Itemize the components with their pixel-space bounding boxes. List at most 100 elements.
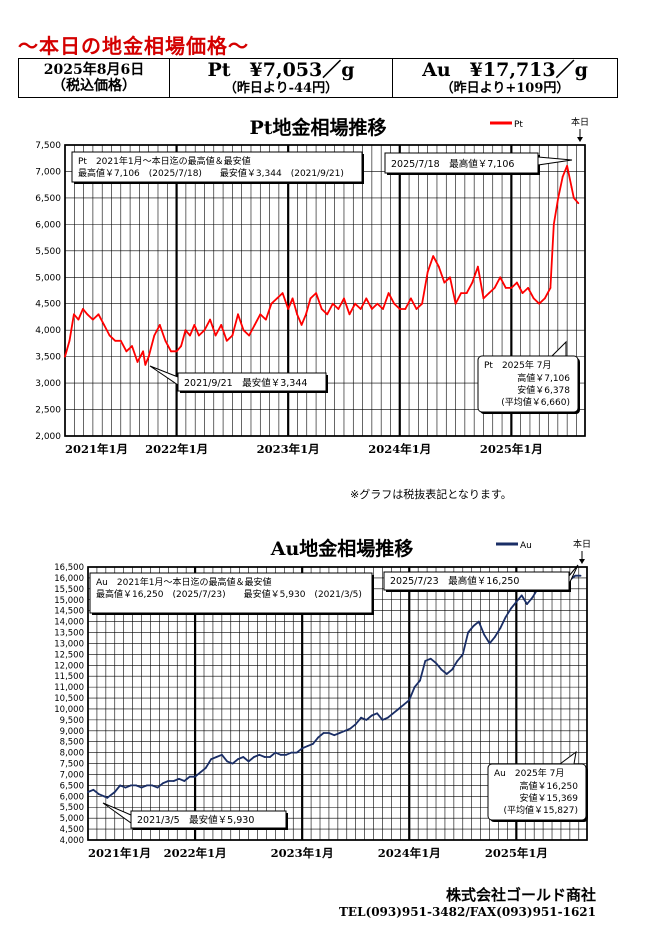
au-data-point bbox=[306, 745, 309, 747]
pt-data-point bbox=[510, 286, 513, 289]
pt-data-point bbox=[359, 308, 362, 310]
au-data-point bbox=[215, 756, 218, 758]
au-data-point bbox=[285, 753, 288, 756]
pt-data-point bbox=[320, 308, 323, 310]
au-data-point bbox=[263, 756, 266, 758]
pt-month-box-pointer bbox=[550, 340, 567, 357]
au-data-point bbox=[301, 747, 304, 750]
pt-data-point bbox=[281, 292, 284, 295]
au-y-tick-label: 13,500 bbox=[54, 629, 84, 639]
au-y-tick-label: 14,500 bbox=[54, 607, 84, 617]
au-price-cell: Au ¥17,713／g （昨日より+109円） bbox=[392, 58, 618, 98]
au-today-label: 本日 bbox=[573, 538, 591, 550]
au-data-point bbox=[151, 784, 154, 787]
pt-data-point bbox=[552, 223, 555, 226]
pt-data-point bbox=[144, 363, 147, 366]
au-data-point bbox=[402, 703, 405, 706]
au-data-point bbox=[440, 668, 443, 671]
pt-data-point bbox=[164, 339, 167, 342]
au-data-point bbox=[419, 679, 421, 682]
au-plot-border bbox=[87, 566, 588, 841]
tax-note-text: ※グラフは税抜表記となります。 bbox=[350, 488, 512, 501]
au-data-point bbox=[456, 660, 459, 662]
pt-data-point bbox=[315, 292, 317, 295]
au-y-tick-label: 6,000 bbox=[60, 792, 84, 802]
pt-data-point bbox=[387, 292, 390, 295]
pt-data-point bbox=[577, 202, 580, 205]
au-data-point bbox=[269, 756, 271, 758]
pt-info-line1: Pt 2021年1月～本日迄の最高値＆最安値 bbox=[78, 155, 251, 167]
pt-data-point bbox=[404, 308, 407, 310]
pt-data-point bbox=[220, 323, 223, 326]
au-y-tick-label: 8,000 bbox=[60, 749, 84, 759]
pt-data-point bbox=[86, 313, 89, 316]
au-x-tick-label: 2024年1月 bbox=[378, 846, 441, 860]
pt-data-point bbox=[91, 318, 94, 321]
au-data-point bbox=[162, 782, 164, 785]
pt-y-tick-label: 2,500 bbox=[35, 406, 61, 416]
au-data-point bbox=[279, 753, 282, 756]
au-month-box-title: Au 2025年 7月 bbox=[494, 767, 564, 779]
pt-data-point bbox=[214, 334, 217, 337]
pt-data-point bbox=[570, 186, 573, 189]
pt-data-point bbox=[296, 313, 299, 316]
au-data-point bbox=[504, 616, 507, 619]
pt-y-tick-label: 4,000 bbox=[35, 326, 61, 336]
pt-data-point bbox=[287, 308, 290, 310]
pt-x-tick-label: 2023年1月 bbox=[257, 442, 320, 456]
au-month-box bbox=[487, 763, 587, 821]
au-data-point bbox=[226, 760, 229, 763]
au-info-line2: 最高値￥16,250 (2025/7/23) 最安値￥5,930 (2021/3… bbox=[96, 588, 362, 600]
pt-data-point bbox=[198, 334, 200, 337]
au-data-point bbox=[113, 791, 116, 793]
pt-data-point bbox=[343, 297, 345, 300]
pt-legend-label: Pt bbox=[514, 120, 523, 130]
pt-data-point bbox=[572, 197, 575, 199]
pt-y-tick-label: 3,000 bbox=[35, 379, 61, 389]
pt-data-point bbox=[276, 297, 278, 300]
au-y-tick-label: 10,000 bbox=[54, 705, 84, 715]
au-data-point bbox=[204, 767, 207, 769]
pt-data-point bbox=[131, 345, 133, 347]
pt-data-point bbox=[97, 313, 100, 316]
pt-data-point bbox=[108, 334, 111, 337]
pt-low-callout-pointer bbox=[149, 365, 179, 386]
au-data-point bbox=[87, 791, 89, 793]
pt-data-point bbox=[398, 308, 401, 310]
pt-data-point bbox=[237, 313, 239, 316]
pt-data-point bbox=[193, 323, 196, 326]
pt-data-point bbox=[326, 313, 329, 316]
pt-data-point bbox=[264, 318, 267, 321]
au-data-point bbox=[242, 756, 245, 758]
au-data-point bbox=[97, 793, 100, 796]
pt-data-point bbox=[180, 345, 182, 347]
pt-x-tick-label: 2021年1月 bbox=[65, 442, 128, 456]
au-data-point bbox=[413, 686, 416, 689]
au-month-box-pointer bbox=[558, 750, 577, 765]
pt-data-point bbox=[370, 308, 373, 310]
au-x-tick-label: 2025年1月 bbox=[485, 846, 548, 860]
au-data-point bbox=[129, 784, 132, 787]
pt-data-point bbox=[454, 302, 457, 305]
pt-data-point bbox=[253, 323, 256, 326]
au-data-point bbox=[274, 751, 277, 754]
au-data-point bbox=[258, 753, 261, 756]
au-data-point bbox=[531, 596, 534, 599]
au-data-point bbox=[103, 795, 105, 798]
au-data-point bbox=[520, 594, 523, 597]
au-data-point bbox=[145, 784, 148, 787]
pt-chart-title: Pt地金相場推移 bbox=[249, 116, 386, 139]
au-y-tick-label: 12,500 bbox=[54, 650, 84, 660]
company-contact: TEL(093)951-3482/FAX(093)951-1621 bbox=[339, 905, 596, 919]
au-data-point bbox=[349, 727, 352, 730]
pt-data-point bbox=[77, 318, 80, 321]
au-y-tick-label: 7,000 bbox=[60, 770, 84, 780]
company-name: 株式会社ゴールド商社 bbox=[445, 886, 596, 904]
pt-today-label: 本日 bbox=[571, 116, 589, 128]
pt-data-point bbox=[175, 350, 178, 353]
pt-data-point bbox=[64, 355, 66, 358]
pt-data-point bbox=[557, 197, 560, 199]
pt-y-tick-label: 2,000 bbox=[35, 432, 61, 442]
pt-data-point bbox=[488, 292, 490, 295]
au-y-tick-label: 5,000 bbox=[60, 814, 84, 824]
